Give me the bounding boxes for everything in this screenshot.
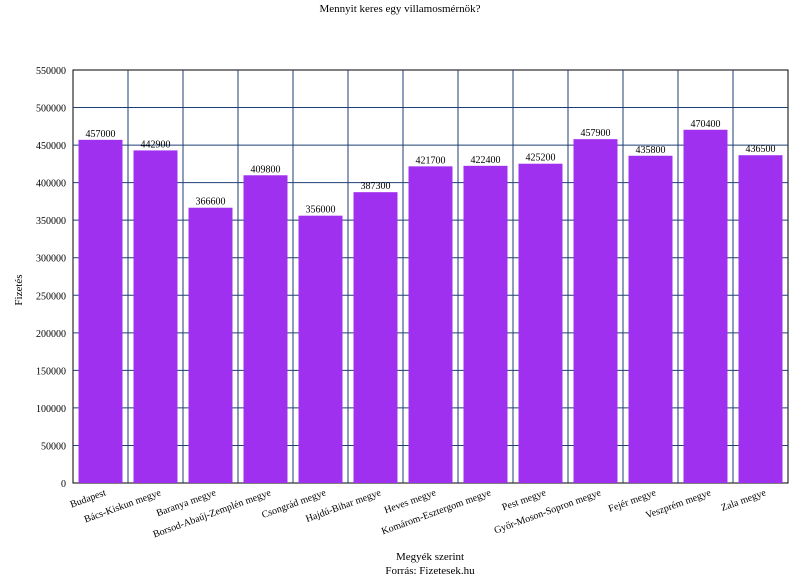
data-label: 442900 xyxy=(141,139,171,150)
bar xyxy=(243,175,288,483)
y-tick-label: 250000 xyxy=(36,291,66,302)
bar xyxy=(683,129,728,483)
bar xyxy=(463,165,508,484)
bar xyxy=(188,207,233,483)
y-tick-label: 150000 xyxy=(36,366,66,377)
bar xyxy=(298,215,343,483)
bar xyxy=(518,163,563,484)
x-tick-label: Zala megye xyxy=(720,487,768,514)
y-axis-ticks: 0 50000 100000 150000 200000 250000 300000 3500… xyxy=(36,66,66,490)
data-label: 470400 xyxy=(691,119,721,130)
bar xyxy=(628,155,673,483)
data-label: 457000 xyxy=(86,129,116,140)
data-labels: 457000 442900 366600 409800 356000 387300 4217… xyxy=(86,119,776,216)
y-tick-label: 450000 xyxy=(36,141,66,152)
bar xyxy=(133,150,178,483)
bars xyxy=(78,129,783,484)
bar xyxy=(408,166,453,484)
chart-title: Mennyit keres egy villamosmérnök? xyxy=(320,3,481,15)
data-label: 356000 xyxy=(306,205,336,216)
data-label: 422400 xyxy=(471,155,501,166)
bar xyxy=(78,139,123,484)
y-tick-label: 500000 xyxy=(36,104,66,115)
data-label: 425200 xyxy=(526,153,556,164)
data-label: 457900 xyxy=(581,128,611,139)
x-axis-label: Megyék szerint xyxy=(396,551,464,563)
y-tick-label: 50000 xyxy=(41,441,66,452)
source-label: Forrás: Fizetesek.hu xyxy=(385,565,475,577)
y-tick-label: 100000 xyxy=(36,404,66,415)
y-tick-label: 350000 xyxy=(36,216,66,227)
y-tick-label: 400000 xyxy=(36,179,66,190)
data-label: 421700 xyxy=(416,155,446,166)
x-tick-label: Budapest xyxy=(69,487,108,510)
y-tick-label: 200000 xyxy=(36,329,66,340)
data-label: 435800 xyxy=(636,145,666,156)
bar xyxy=(573,139,618,483)
y-tick-label: 550000 xyxy=(36,66,66,77)
data-label: 366600 xyxy=(196,197,226,208)
y-tick-label: 300000 xyxy=(36,254,66,265)
bar xyxy=(738,155,783,483)
data-label: 436500 xyxy=(746,144,776,155)
bar xyxy=(353,192,398,483)
y-axis-label: Fizetés xyxy=(13,274,25,305)
x-tick-label: Győr-Moson-Sopron megye xyxy=(493,487,603,536)
data-label: 387300 xyxy=(361,181,391,192)
y-tick-label: 0 xyxy=(61,479,66,490)
data-label: 409800 xyxy=(251,164,281,175)
